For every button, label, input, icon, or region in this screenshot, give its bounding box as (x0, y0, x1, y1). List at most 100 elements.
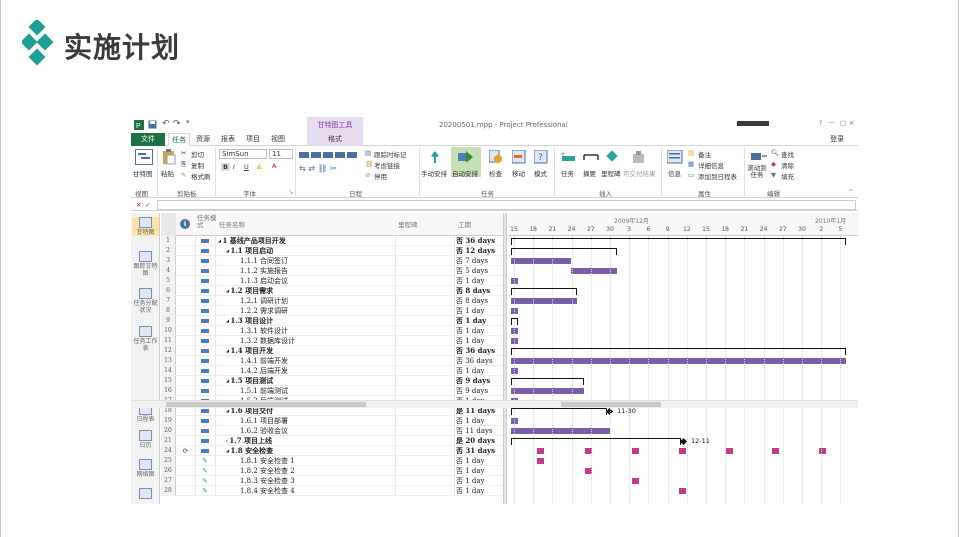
duration-cell[interactable]: 否 1 day (456, 277, 485, 285)
outline-toggle-icon[interactable]: ◢ (226, 318, 231, 323)
table-row[interactable]: 21 ▹ 1.7 项目上线 是 20 days (161, 436, 503, 446)
row-id[interactable]: 5 (161, 276, 176, 286)
font-size-select[interactable]: 11 (269, 149, 293, 159)
undo-icon[interactable]: ↶ (162, 119, 170, 129)
scroll-to-task-button[interactable]: 滚动到任务 (747, 164, 767, 179)
table-scroll-thumb[interactable] (166, 402, 366, 407)
format-painter-button[interactable]: 格式刷 (191, 173, 211, 181)
milestone-icon[interactable] (604, 150, 620, 164)
tab-report[interactable]: 报表 (221, 135, 235, 143)
milestone-cell[interactable] (397, 316, 455, 326)
summary-bar[interactable] (511, 288, 577, 295)
duration-cell[interactable]: 否 12 days (456, 246, 496, 255)
task-mode-cell[interactable] (196, 316, 216, 326)
table-row[interactable]: 16 1.5.1 前端测试 否 9 days (161, 386, 503, 396)
milestone-cell[interactable] (397, 456, 455, 466)
table-row[interactable]: 15 ◢ 1.5 项目测试 否 9 days (161, 376, 503, 386)
row-id[interactable]: 11 (161, 336, 176, 346)
view-bar-gantt[interactable]: 甘特图 (132, 217, 159, 236)
view-splitter[interactable] (503, 213, 507, 504)
help-icon[interactable]: ? (819, 119, 823, 127)
task-mode-cell[interactable] (196, 426, 216, 436)
quick-access-dropdown-icon[interactable]: ▾ (186, 118, 190, 126)
redo-icon[interactable]: ↷ (173, 119, 181, 129)
gantt-view-button[interactable]: 甘特图 (133, 170, 153, 178)
gantt-chart-icon[interactable] (135, 149, 153, 165)
duration-cell[interactable]: 否 1 day (456, 327, 485, 335)
table-row[interactable]: 10 1.3.1 软件设计 否 1 day (161, 326, 503, 336)
table-row[interactable]: 14 1.4.2 后端开发 否 1 day (161, 366, 503, 376)
table-row[interactable]: 19 1.6.1 项目部署 否 1 day (161, 416, 503, 426)
milestone-cell[interactable] (397, 336, 455, 346)
table-row[interactable]: 25 ✎ 1.8.1 安全检查 1 否 1 day (161, 456, 503, 466)
format-painter-icon[interactable]: ✎ (181, 171, 187, 179)
duration-cell[interactable]: 否 1 day (456, 367, 485, 375)
task-bar[interactable] (511, 258, 571, 264)
manual-schedule-icon[interactable] (428, 150, 442, 164)
duration-cell[interactable]: 否 9 days (456, 387, 489, 395)
move-icon[interactable] (512, 150, 526, 164)
task-name-cell[interactable]: ◢ 1 基线产品项目开发 (218, 236, 396, 246)
inactivate-icon[interactable]: ⊘ (365, 171, 371, 179)
table-row[interactable]: 1 ◢ 1 基线产品项目开发 否 36 days (161, 236, 503, 246)
find-icon[interactable]: 🔍︎ (771, 149, 780, 157)
login-link[interactable]: 登录 (830, 135, 844, 143)
deliverable-button[interactable]: 可交付结果 (623, 170, 656, 178)
summary-bar[interactable] (511, 348, 846, 355)
milestone-button[interactable]: 里程碑 (601, 170, 621, 178)
task-mode-cell[interactable] (196, 296, 216, 306)
row-id[interactable]: 18 (161, 406, 176, 416)
duration-cell[interactable]: 否 8 days (456, 297, 489, 305)
duration-cell[interactable]: 否 36 days (456, 357, 493, 365)
outline-toggle-icon[interactable]: ▹ (226, 438, 230, 443)
duration-cell[interactable]: 否 7 days (456, 257, 489, 265)
task-mode-cell[interactable] (196, 346, 216, 356)
task-mode-cell[interactable] (196, 446, 216, 456)
outline-toggle-icon[interactable]: ◢ (226, 348, 231, 353)
milestone-cell[interactable] (397, 256, 455, 266)
column-header-milestone[interactable]: 里程碑 (398, 221, 418, 229)
table-row[interactable]: 28 ✎ 1.8.4 安全检查 4 否 1 day (161, 486, 503, 496)
task-mode-cell[interactable] (196, 386, 216, 396)
clear-button[interactable]: 清除 (781, 162, 794, 170)
recurring-task-bar[interactable] (819, 448, 826, 454)
copy-button[interactable]: 复制 (191, 162, 204, 170)
tab-task[interactable]: 任务 (168, 133, 190, 146)
recurring-occurrence-bar[interactable] (537, 458, 544, 464)
task-mode-cell[interactable] (196, 356, 216, 366)
task-mode-cell[interactable] (196, 256, 216, 266)
task-name-cell[interactable]: 1.2.2 需求调研 (218, 306, 396, 316)
milestone-cell[interactable] (397, 476, 455, 486)
milestone-cell[interactable] (397, 386, 455, 396)
recurring-task-bar[interactable] (537, 448, 544, 454)
duration-cell[interactable]: 否 5 days (456, 267, 489, 275)
notes-button[interactable]: 备注 (698, 151, 711, 159)
table-row[interactable]: 9 ◢ 1.3 项目设计 否 1 day (161, 316, 503, 326)
task-mode-cell[interactable]: ✎ (196, 486, 216, 496)
milestone-cell[interactable] (397, 246, 455, 256)
recurring-task-bar[interactable] (585, 448, 592, 454)
column-header-duration[interactable]: 工期 (458, 221, 471, 229)
indent-link-icons[interactable]: ⇆ ⇄ ⛓ ✂ (299, 163, 351, 173)
duration-cell[interactable]: 否 9 days (456, 376, 491, 385)
duration-cell[interactable]: 否 1 day (456, 487, 485, 495)
entry-input[interactable] (157, 200, 856, 210)
table-row[interactable]: 5 1.1.3 启动会议 否 1 day (161, 276, 503, 286)
duration-cell[interactable]: 否 1 day (456, 417, 485, 425)
summary-bar[interactable] (511, 408, 607, 415)
view-bar-task-sheet[interactable]: 任务工作表 (132, 326, 159, 352)
mark-on-track-button[interactable]: 跟踪时标记 (374, 151, 407, 159)
task-name-cell[interactable]: 1.6.1 项目部署 (218, 416, 396, 426)
view-bar-network[interactable]: 网络图 (132, 459, 159, 478)
row-id[interactable]: 10 (161, 326, 176, 336)
milestone-cell[interactable] (397, 306, 455, 316)
row-id[interactable]: 6 (161, 286, 176, 296)
task-mode-cell[interactable] (196, 246, 216, 256)
summary-bar[interactable] (511, 238, 846, 245)
row-id[interactable]: 21 (161, 436, 176, 446)
view-bar-more[interactable] (132, 488, 159, 500)
recurring-occurrence-bar[interactable] (585, 468, 592, 474)
details-icon[interactable]: ▦ (688, 160, 695, 168)
milestone-cell[interactable] (397, 426, 455, 436)
bold-button[interactable]: B (221, 163, 230, 171)
